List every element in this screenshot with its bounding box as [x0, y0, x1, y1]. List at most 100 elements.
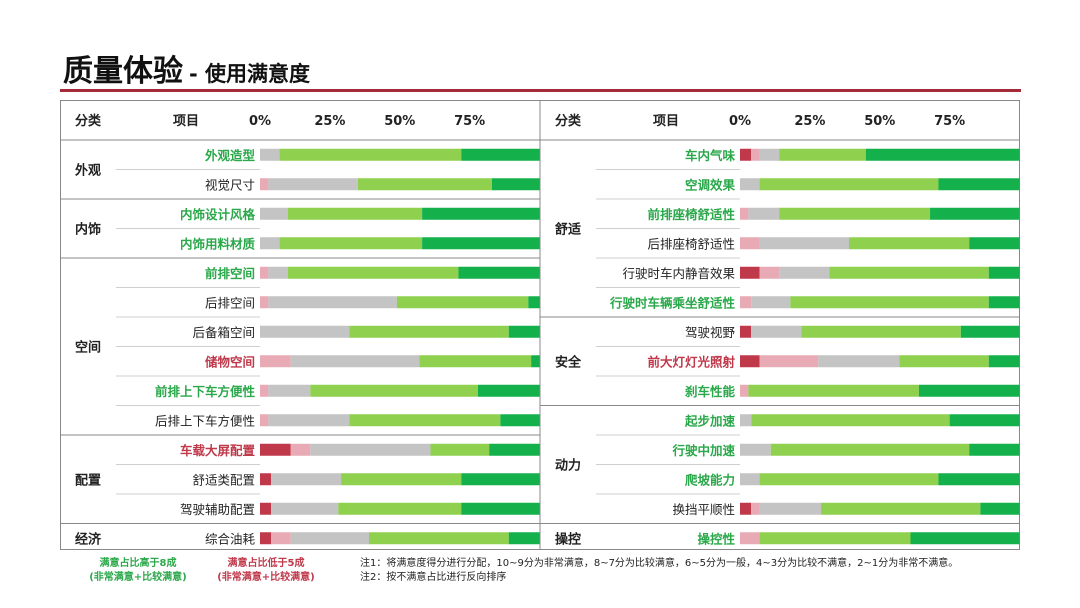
- bar-segment-4: [899, 355, 989, 368]
- item-label: 行驶中加速: [671, 443, 735, 458]
- title-underline: [60, 89, 1021, 92]
- item-label: 后排空间: [205, 295, 255, 310]
- bar-segment-2: [740, 237, 760, 250]
- item-label: 车载大屏配置: [180, 443, 256, 458]
- item-label: 起步加速: [684, 413, 736, 428]
- axis-tick-label: 50%: [384, 114, 415, 129]
- bar-segment-3: [779, 266, 830, 279]
- bar-segment-5: [969, 443, 1020, 456]
- bar-segment-5: [988, 266, 1020, 279]
- item-label: 舒适类配置: [192, 472, 255, 487]
- bar-segment-2: [751, 148, 760, 161]
- title-sub: - 使用满意度: [189, 62, 311, 86]
- group-label: 空间: [75, 340, 101, 356]
- item-label: 空调效果: [685, 177, 736, 192]
- bar-segment-5: [508, 532, 540, 545]
- bar-segment-3: [751, 325, 802, 338]
- bar-segment-4: [338, 502, 462, 515]
- item-label: 综合油耗: [205, 531, 256, 546]
- item-label: 视觉尺寸: [205, 177, 255, 192]
- bar-segment-5: [988, 355, 1020, 368]
- bar-segment-2: [260, 384, 269, 397]
- bar-segment-5: [461, 473, 540, 486]
- bar-segment-1: [740, 325, 752, 338]
- bar-segment-2: [260, 178, 269, 191]
- bar-segment-3: [759, 237, 850, 250]
- bar-segment-2: [740, 207, 749, 220]
- bar-segment-2: [759, 355, 819, 368]
- bar-segment-5: [531, 355, 540, 368]
- bar-segment-5: [969, 237, 1020, 250]
- bar-segment-4: [790, 296, 989, 309]
- bar-segment-3: [818, 355, 900, 368]
- bar-segment-3: [740, 414, 752, 427]
- bar-segment-5: [461, 148, 540, 161]
- title-main: 质量体验: [63, 54, 183, 89]
- bar-segment-4: [287, 207, 423, 220]
- bar-segment-2: [751, 502, 760, 515]
- item-label: 后排座椅舒适性: [647, 236, 735, 251]
- bar-segment-3: [759, 502, 822, 515]
- group-label: 舒适: [555, 222, 581, 238]
- bar-segment-5: [865, 148, 1020, 161]
- bar-segment-3: [268, 384, 311, 397]
- axis-tick-label: 25%: [794, 114, 825, 129]
- item-label: 操控性: [697, 531, 735, 546]
- bar-segment-2: [290, 443, 311, 456]
- bar-segment-4: [279, 148, 462, 161]
- bar-segment-5: [918, 384, 1020, 397]
- bar-segment-3: [260, 237, 280, 250]
- bar-segment-4: [759, 473, 939, 486]
- bar-segment-4: [849, 237, 970, 250]
- item-label: 前排座椅舒适性: [647, 207, 735, 222]
- bar-segment-3: [268, 296, 397, 309]
- item-label: 换挡平顺性: [672, 502, 735, 517]
- legend-red-line2: (非常满意+比较满意): [217, 572, 315, 583]
- item-label: 驾驶视野: [685, 325, 736, 340]
- bar-segment-3: [310, 443, 431, 456]
- bar-segment-3: [268, 414, 350, 427]
- bar-segment-3: [271, 502, 339, 515]
- bar-segment-2: [260, 414, 269, 427]
- bar-segment-3: [268, 266, 288, 279]
- bar-segment-4: [829, 266, 989, 279]
- header-category: 分类: [75, 113, 102, 129]
- bar-segment-5: [930, 207, 1020, 220]
- group-label: 操控: [555, 531, 581, 547]
- item-label: 外观造型: [204, 148, 256, 163]
- bar-segment-4: [748, 384, 919, 397]
- group-label: 经济: [75, 531, 102, 547]
- item-label: 刹车性能: [685, 384, 736, 399]
- bar-segment-5: [949, 414, 1020, 427]
- bar-segment-4: [349, 325, 509, 338]
- bar-segment-5: [489, 443, 540, 456]
- axis-tick-label: 25%: [314, 114, 345, 129]
- item-label: 内饰设计风格: [180, 207, 256, 222]
- bar-segment-1: [740, 355, 760, 368]
- group-label: 动力: [555, 458, 581, 474]
- bar-segment-5: [528, 296, 540, 309]
- bar-segment-1: [260, 473, 272, 486]
- bar-segment-3: [268, 178, 358, 191]
- bar-segment-3: [271, 473, 342, 486]
- bar-segment-1: [740, 266, 760, 279]
- bar-segment-2: [759, 266, 780, 279]
- item-label: 行驶时车内静音效果: [622, 266, 735, 281]
- axis-tick-label: 75%: [934, 114, 965, 129]
- bar-segment-1: [740, 502, 752, 515]
- bar-segment-2: [271, 532, 291, 545]
- bar-segment-5: [938, 178, 1020, 191]
- bar-segment-5: [910, 532, 1020, 545]
- legend-red: 满意占比低于5成 (非常满意+比较满意): [206, 557, 326, 585]
- bar-segment-5: [458, 266, 540, 279]
- note-2: 注2：按不满意占比进行反向排序: [360, 572, 507, 583]
- item-label: 内饰用料材质: [180, 236, 256, 251]
- header-category: 分类: [555, 113, 582, 129]
- bar-segment-4: [349, 414, 501, 427]
- bar-segment-4: [419, 355, 532, 368]
- group-label: 内饰: [75, 222, 101, 238]
- item-label: 驾驶辅助配置: [180, 502, 255, 517]
- bar-segment-3: [740, 443, 771, 456]
- legend-green: 满意占比高于8成 (非常满意+比较满意): [78, 557, 198, 585]
- bar-segment-4: [396, 296, 529, 309]
